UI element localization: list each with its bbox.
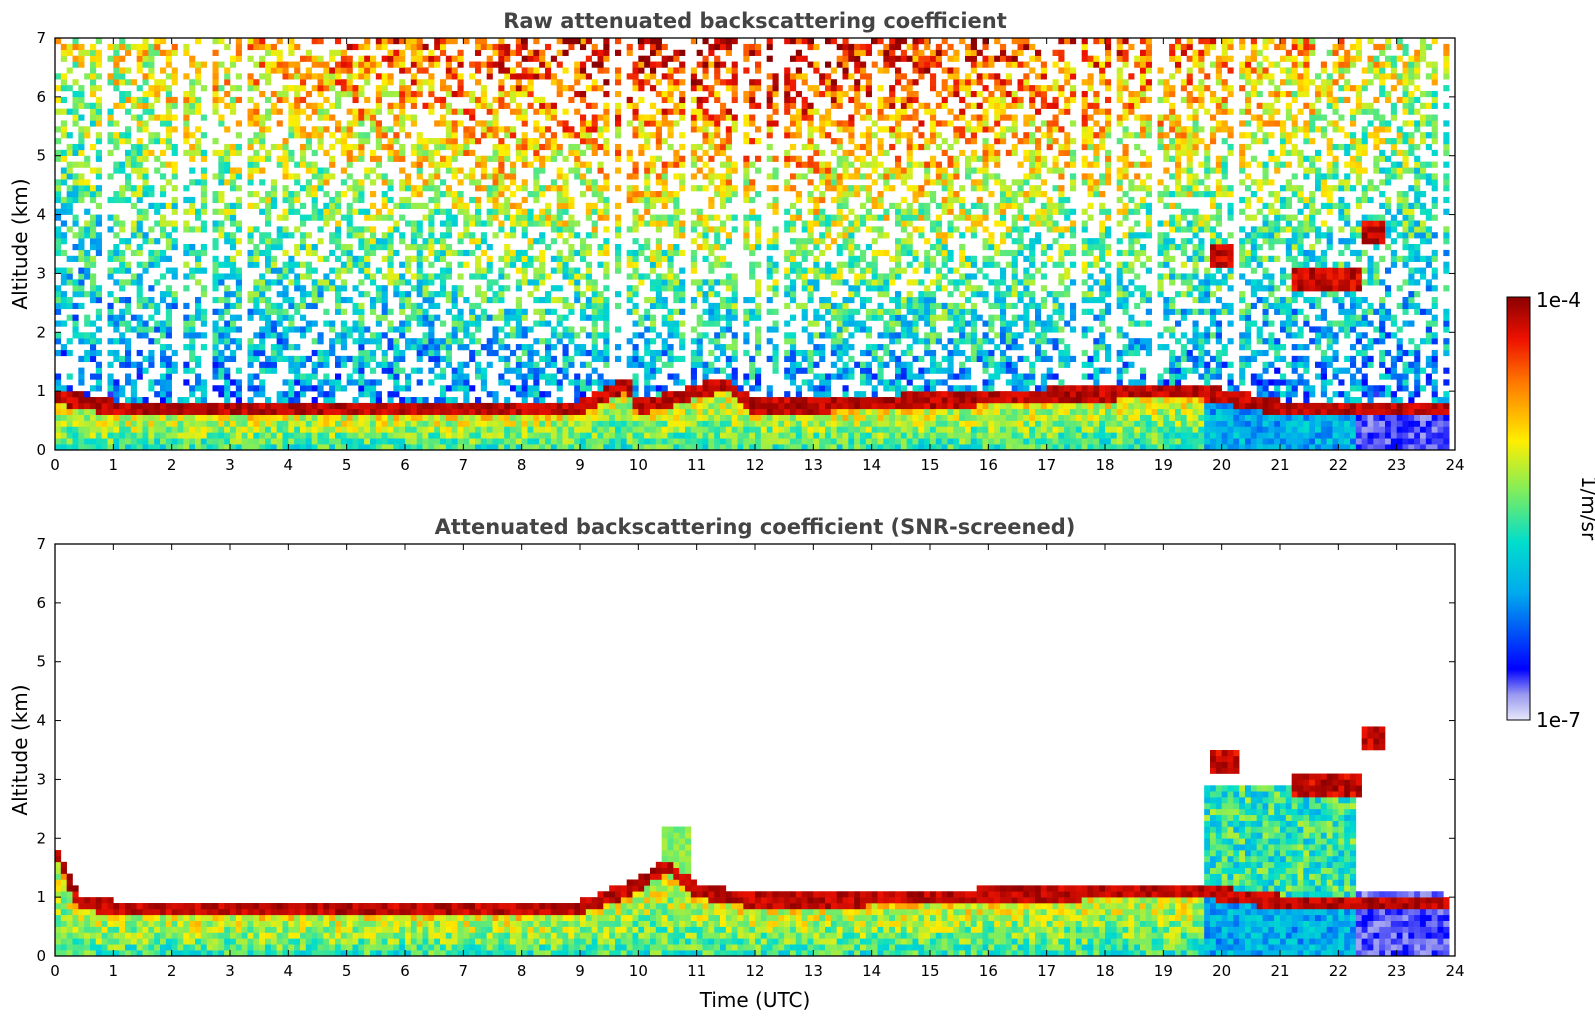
x-tick-label: 8 <box>517 962 527 980</box>
y-tick-label: 4 <box>36 206 46 224</box>
x-tick-label: 23 <box>1387 456 1406 474</box>
panel-title: Raw attenuated backscattering coefficien… <box>503 9 1007 33</box>
x-tick-label: 14 <box>862 456 881 474</box>
heatmap-image <box>55 38 1449 450</box>
raw-backscatter-panel: Raw attenuated backscattering coefficien… <box>8 9 1465 474</box>
y-tick-label: 3 <box>36 264 46 282</box>
x-tick-label: 20 <box>1212 962 1231 980</box>
x-tick-label: 11 <box>687 456 706 474</box>
y-tick-label: 2 <box>36 323 46 341</box>
x-tick-label: 10 <box>629 962 648 980</box>
y-tick-label: 5 <box>36 653 46 671</box>
x-tick-label: 18 <box>1095 456 1114 474</box>
x-tick-label: 9 <box>575 456 585 474</box>
colorbar: 1e-4 1e-7 1/m/sr <box>1507 288 1595 732</box>
x-tick-label: 8 <box>517 456 527 474</box>
y-tick-label: 0 <box>36 947 46 965</box>
x-tick-label: 5 <box>342 456 352 474</box>
x-tick-label: 13 <box>804 962 823 980</box>
y-tick-label: 1 <box>36 888 46 906</box>
x-tick-label: 7 <box>459 962 469 980</box>
x-tick-label: 13 <box>804 456 823 474</box>
x-tick-label: 1 <box>109 962 119 980</box>
x-tick-label: 3 <box>225 456 235 474</box>
x-tick-label: 21 <box>1270 456 1289 474</box>
x-tick-label: 2 <box>167 456 177 474</box>
colorbar-gradient <box>1507 297 1530 720</box>
x-tick-label: 21 <box>1270 962 1289 980</box>
colorbar-unit-label: 1/m/sr <box>1577 476 1595 541</box>
x-tick-label: 4 <box>284 962 294 980</box>
y-tick-label: 4 <box>36 712 46 730</box>
x-tick-label: 3 <box>225 962 235 980</box>
x-tick-label: 9 <box>575 962 585 980</box>
x-tick-label: 24 <box>1445 962 1464 980</box>
x-tick-label: 0 <box>50 962 60 980</box>
x-tick-label: 20 <box>1212 456 1231 474</box>
x-tick-label: 19 <box>1154 456 1173 474</box>
x-tick-label: 10 <box>629 456 648 474</box>
x-tick-label: 23 <box>1387 962 1406 980</box>
x-tick-label: 15 <box>920 456 939 474</box>
x-axis-label: Time (UTC) <box>699 988 811 1012</box>
y-tick-label: 3 <box>36 770 46 788</box>
y-tick-label: 6 <box>36 88 46 106</box>
x-tick-label: 22 <box>1329 962 1348 980</box>
y-tick-label: 7 <box>36 535 46 553</box>
x-tick-label: 16 <box>979 962 998 980</box>
heatmap-image <box>55 726 1449 956</box>
x-tick-label: 18 <box>1095 962 1114 980</box>
x-tick-label: 17 <box>1037 456 1056 474</box>
colorbar-max-label: 1e-4 <box>1536 288 1581 312</box>
x-tick-label: 0 <box>50 456 60 474</box>
colorbar-min-label: 1e-7 <box>1536 708 1581 732</box>
x-tick-label: 19 <box>1154 962 1173 980</box>
y-tick-label: 0 <box>36 441 46 459</box>
x-tick-label: 16 <box>979 456 998 474</box>
y-tick-label: 2 <box>36 829 46 847</box>
x-tick-label: 5 <box>342 962 352 980</box>
y-axis-label: Altitude (km) <box>8 178 32 309</box>
y-tick-label: 5 <box>36 147 46 165</box>
y-tick-label: 6 <box>36 594 46 612</box>
x-tick-label: 7 <box>459 456 469 474</box>
x-tick-label: 24 <box>1445 456 1464 474</box>
x-tick-label: 11 <box>687 962 706 980</box>
y-axis-label: Altitude (km) <box>8 684 32 815</box>
x-tick-label: 1 <box>109 456 119 474</box>
y-tick-label: 7 <box>36 29 46 47</box>
x-tick-label: 6 <box>400 456 410 474</box>
x-tick-label: 22 <box>1329 456 1348 474</box>
x-tick-label: 17 <box>1037 962 1056 980</box>
x-tick-label: 2 <box>167 962 177 980</box>
x-tick-label: 6 <box>400 962 410 980</box>
x-tick-label: 14 <box>862 962 881 980</box>
x-tick-label: 15 <box>920 962 939 980</box>
panel-title: Attenuated backscattering coefficient (S… <box>435 515 1076 539</box>
x-tick-label: 12 <box>745 456 764 474</box>
snr-screened-panel: Attenuated backscattering coefficient (S… <box>8 515 1465 1012</box>
x-tick-label: 12 <box>745 962 764 980</box>
x-tick-label: 4 <box>284 456 294 474</box>
y-tick-label: 1 <box>36 382 46 400</box>
